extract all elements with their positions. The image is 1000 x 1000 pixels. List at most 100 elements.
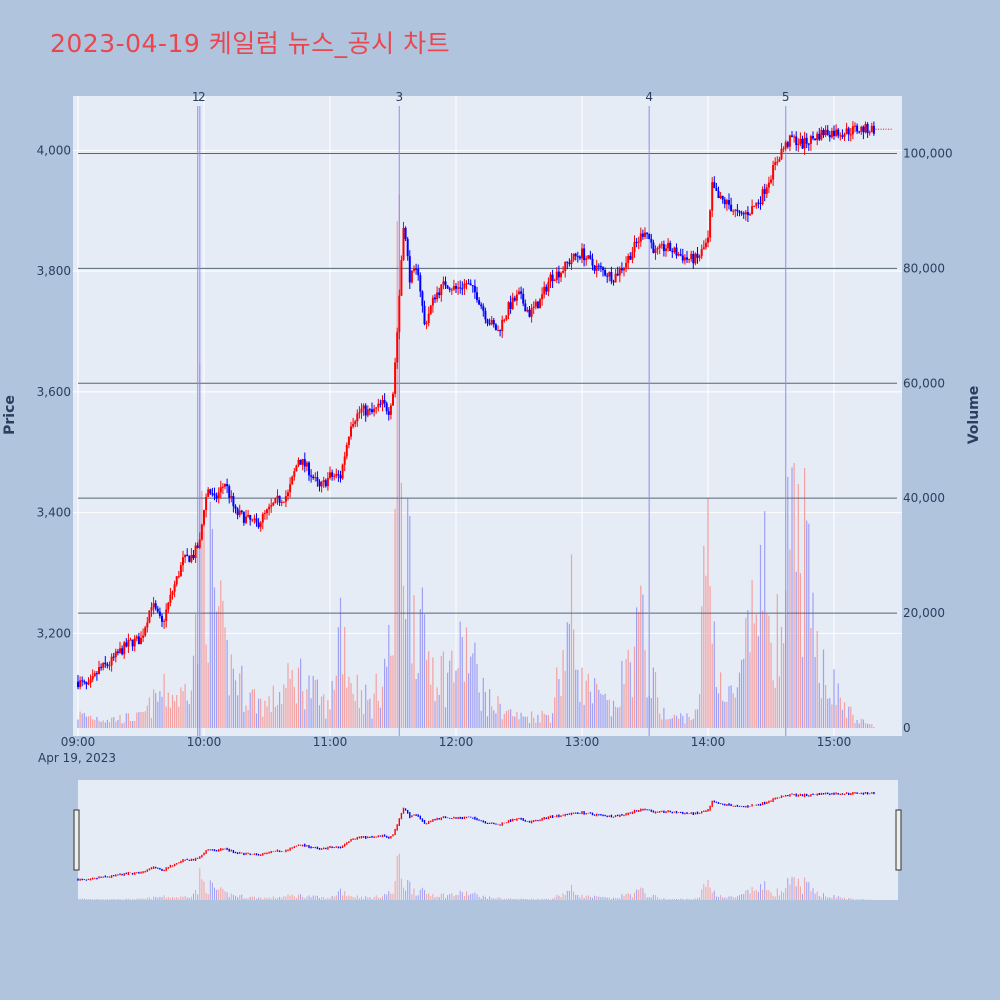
volume-bar bbox=[266, 706, 268, 728]
candle-body bbox=[715, 187, 718, 191]
volume-bar bbox=[566, 622, 568, 728]
plot-area bbox=[73, 96, 902, 736]
mini-volume-bar bbox=[335, 895, 337, 900]
mini-volume-bar bbox=[256, 898, 257, 900]
mini-volume-bar bbox=[83, 898, 85, 900]
volume-bar bbox=[461, 637, 463, 728]
volume-bar bbox=[335, 675, 337, 728]
mini-volume-bar bbox=[190, 896, 192, 900]
volume-bar bbox=[148, 697, 150, 728]
mini-volume-bar bbox=[749, 893, 751, 900]
mini-volume-bar bbox=[825, 896, 827, 900]
candle-body bbox=[696, 253, 699, 258]
volume-bar bbox=[430, 684, 432, 728]
candle-body bbox=[221, 486, 224, 488]
mini-volume-bar bbox=[671, 899, 673, 900]
mini-volume-bar bbox=[770, 892, 772, 900]
volume-bar bbox=[205, 644, 207, 728]
candle-body bbox=[755, 202, 758, 206]
mini-volume-bar bbox=[413, 888, 415, 900]
mini-volume-bar bbox=[358, 898, 360, 900]
candle-body bbox=[194, 545, 197, 559]
candle-body bbox=[219, 487, 222, 493]
volume-bar bbox=[417, 673, 419, 728]
mini-volume-bar bbox=[146, 898, 148, 900]
volume-bar bbox=[522, 716, 524, 728]
volume-bar bbox=[598, 689, 600, 728]
volume-bar bbox=[549, 722, 552, 728]
volume-bars bbox=[77, 194, 875, 729]
volume-bar bbox=[652, 667, 654, 728]
mini-volume-bar bbox=[755, 890, 757, 900]
candle-body bbox=[501, 319, 504, 332]
mini-volume-bar bbox=[720, 895, 722, 900]
mini-volume-bar bbox=[823, 893, 824, 900]
volume-bar bbox=[726, 701, 728, 728]
mini-volume-bar bbox=[554, 897, 556, 900]
candle-body bbox=[77, 681, 79, 688]
candle-body bbox=[272, 502, 275, 506]
candle-body bbox=[686, 257, 688, 260]
candle-body bbox=[436, 292, 439, 300]
candle-body bbox=[266, 509, 268, 513]
volume-bar bbox=[268, 696, 270, 728]
volume-bar bbox=[629, 662, 631, 728]
mini-volume-bar bbox=[134, 899, 136, 900]
volume-bar bbox=[100, 721, 102, 728]
volume-bar bbox=[312, 676, 314, 728]
candle-body bbox=[366, 409, 369, 416]
volume-bar bbox=[621, 660, 623, 728]
mini-volume-bar bbox=[791, 877, 793, 900]
candle-body bbox=[637, 241, 640, 243]
candle-flat bbox=[888, 128, 890, 130]
mini-volume-bar bbox=[159, 896, 161, 900]
candle-body bbox=[807, 143, 810, 145]
volume-bar bbox=[222, 600, 224, 728]
mini-volume-bar bbox=[676, 898, 677, 900]
candle-body bbox=[513, 297, 516, 301]
mini-volume-bar bbox=[562, 893, 564, 900]
candle-body bbox=[459, 287, 462, 289]
mini-volume-bar bbox=[808, 882, 810, 900]
range-slider-handle-right[interactable] bbox=[895, 809, 902, 871]
candle-body bbox=[350, 426, 352, 437]
mini-volume-bar bbox=[197, 894, 199, 900]
range-slider-handle-left[interactable] bbox=[73, 809, 80, 871]
volume-bar bbox=[814, 656, 816, 728]
volume-bar bbox=[365, 684, 367, 728]
mini-volume-bar bbox=[841, 898, 843, 900]
volume-bar bbox=[323, 694, 325, 728]
mini-volume-bar bbox=[298, 894, 299, 900]
volume-bar bbox=[776, 594, 778, 728]
mini-volume-bar bbox=[785, 888, 787, 900]
mini-volume-bar bbox=[109, 899, 110, 900]
candle-body bbox=[326, 477, 329, 487]
volume-bar bbox=[860, 718, 862, 728]
mini-volume-bar bbox=[119, 898, 121, 900]
range-slider[interactable] bbox=[78, 780, 898, 900]
mini-volume-bar bbox=[274, 898, 276, 900]
mini-volume-bar bbox=[188, 897, 190, 900]
mini-volume-bar bbox=[178, 898, 180, 900]
candle-flat bbox=[883, 128, 885, 130]
mini-volume-bar bbox=[314, 895, 316, 900]
mini-volume-bar bbox=[505, 898, 507, 900]
candle-body bbox=[503, 319, 506, 321]
volume-bar bbox=[144, 711, 146, 728]
volume-bar bbox=[587, 673, 589, 728]
mini-volume-bar bbox=[470, 893, 472, 900]
mini-volume-bar bbox=[117, 899, 119, 900]
candle-body bbox=[730, 204, 733, 211]
volume-bar bbox=[528, 723, 531, 728]
candle-body bbox=[404, 227, 407, 240]
candle-body bbox=[289, 484, 292, 493]
volume-bar bbox=[552, 713, 554, 728]
volume-bar bbox=[96, 716, 98, 728]
mini-volume-bar bbox=[321, 897, 323, 900]
news-marker-label-3: 3 bbox=[395, 90, 403, 104]
candle-body bbox=[602, 267, 604, 271]
candle-body bbox=[610, 272, 613, 282]
mini-volume-bar bbox=[279, 896, 281, 900]
mini-volume-bar bbox=[501, 899, 503, 900]
candle-body bbox=[415, 268, 418, 270]
